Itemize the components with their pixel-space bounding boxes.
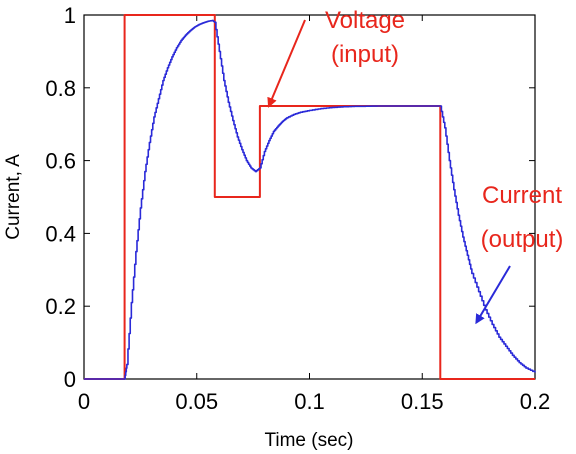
voltage-input-line (84, 14, 535, 380)
y-tick-label: 0 (64, 367, 76, 392)
plot-area (83, 14, 536, 380)
x-tick-label: 0.05 (175, 389, 218, 414)
voltage-input-label: Voltage (input) (325, 7, 405, 68)
annotations-layer: Voltage (input) Current (output) (267, 7, 564, 325)
y-tick-label: 0.8 (45, 76, 76, 101)
x-tick-label: 0.1 (294, 389, 325, 414)
current-output-label-line: (output) (481, 226, 564, 253)
x-tick-label: 0 (78, 389, 90, 414)
y-tick-label: 1 (64, 3, 76, 28)
series-layer (84, 14, 536, 380)
y-axis-ticks: 0 0.2 0.4 0.6 0.8 1 (45, 3, 535, 392)
x-axis-title: Time (sec) (264, 430, 353, 451)
y-axis-title: Current, A (3, 154, 24, 240)
y-tick-label: 0.4 (45, 221, 76, 246)
voltage-arrow (267, 19, 306, 108)
y-tick-label: 0.6 (45, 149, 76, 174)
current-output-line (84, 19, 536, 380)
y-tick-label: 0.2 (45, 294, 76, 319)
current-output-label: Current (output) (481, 182, 564, 253)
x-tick-label: 0.2 (520, 389, 551, 414)
x-axis-ticks: 0 0.05 0.1 0.15 0.2 (78, 15, 550, 414)
current-arrow (475, 265, 511, 325)
x-tick-label: 0.15 (401, 389, 444, 414)
voltage-input-label-line: Voltage (325, 7, 405, 34)
current-output-label-line: Current (482, 182, 562, 209)
voltage-input-label-line: (input) (331, 41, 399, 68)
